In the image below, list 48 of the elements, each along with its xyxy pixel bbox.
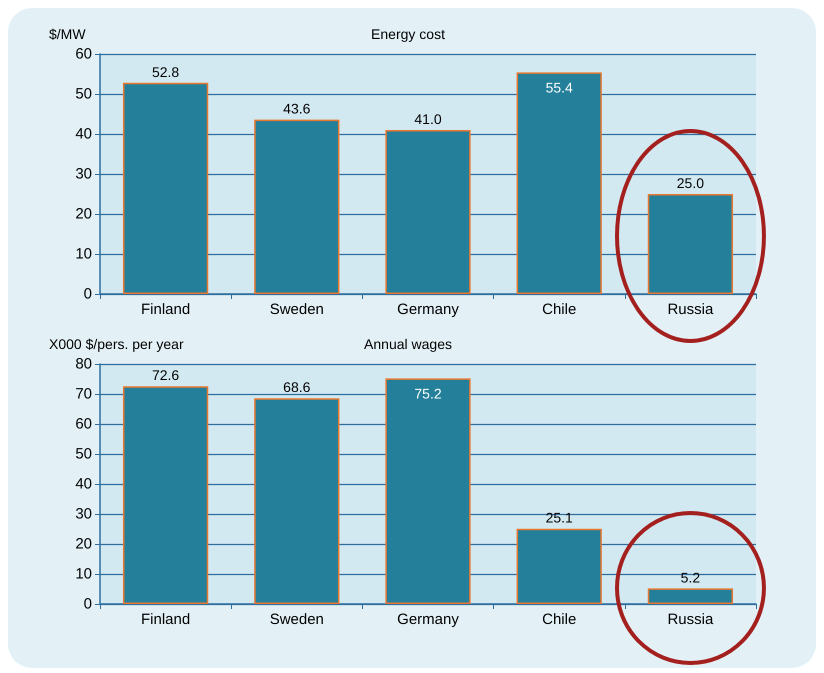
y-tick-label: 40 [75,126,92,142]
x-tick-label: Chile [542,301,576,318]
y-tick-label: 40 [75,476,92,492]
data-label: 25.0 [676,175,704,191]
y-tick-label: 10 [75,246,92,262]
bar [516,72,602,294]
bar [254,120,340,294]
x-tick-label: Germany [397,611,460,628]
y-tick-label: 0 [84,596,92,612]
data-label: 75.2 [414,385,442,402]
y-tick-label: 80 [75,356,92,372]
y-axis-title: $/MW [49,26,86,42]
bar [385,130,471,294]
bar [648,194,734,294]
data-label: 72.6 [152,367,180,384]
data-label: 41.0 [414,111,442,127]
bar [122,82,208,294]
x-tick-label: Finland [141,301,190,318]
bar [516,528,602,604]
data-label: 55.4 [546,79,574,96]
data-label: 52.8 [152,64,180,80]
x-tick-label: Chile [542,611,576,628]
bar [254,398,340,604]
y-tick-label: 60 [75,416,92,432]
y-tick-label: 50 [75,446,92,462]
y-tick-label: 70 [75,386,92,402]
x-tick-label: Russia [667,301,714,318]
y-tick-label: 0 [84,286,92,302]
x-tick-label: Sweden [270,301,324,318]
y-tick-label: 50 [75,86,92,102]
y-axis-title: X000 $/pers. per year [49,336,184,352]
y-tick-label: 30 [75,506,92,522]
bar [122,386,208,604]
x-tick-label: Finland [141,611,190,628]
y-tick-label: 10 [75,566,92,582]
data-label: 43.6 [283,100,311,117]
bar [648,588,734,604]
y-tick-label: 20 [75,536,92,552]
y-tick-label: 20 [75,206,92,222]
data-label: 68.6 [283,379,311,396]
bar [385,378,471,604]
y-tick-label: 30 [75,166,92,182]
chart-title: Annual wages [364,336,452,352]
x-tick-label: Sweden [270,611,324,628]
x-tick-label: Russia [667,611,714,628]
chart-title: Energy cost [371,26,446,42]
x-tick-label: Germany [397,301,460,318]
y-tick-label: 60 [75,46,92,62]
